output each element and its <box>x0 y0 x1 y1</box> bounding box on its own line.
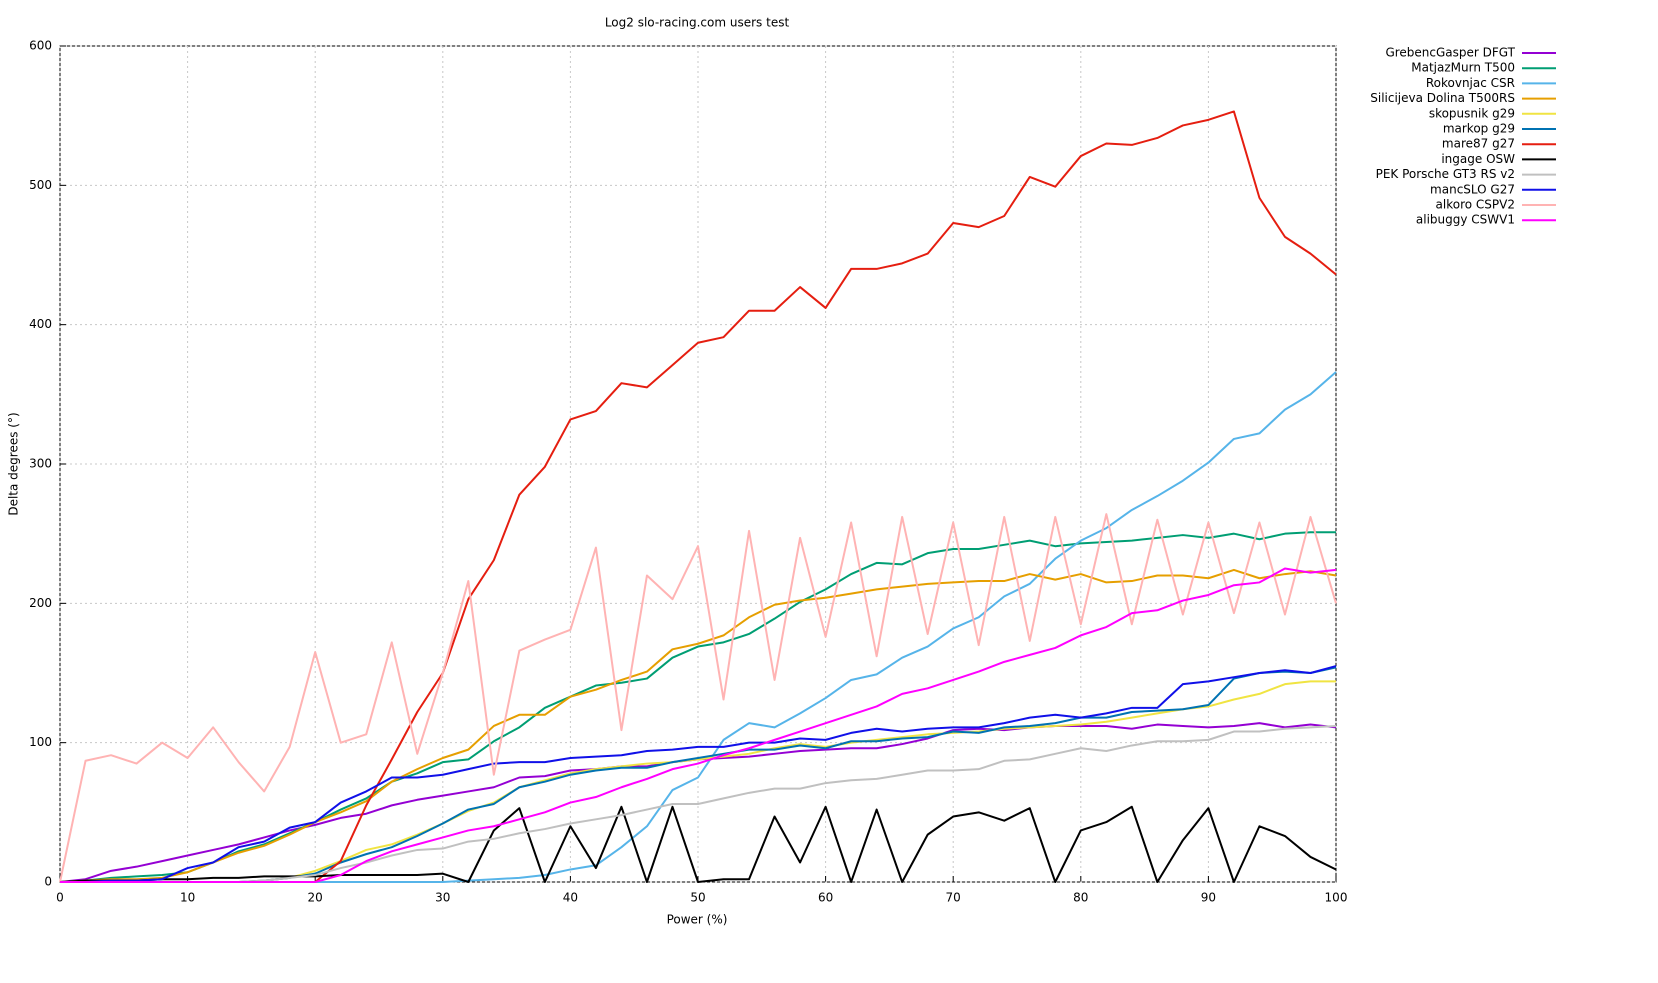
y-tick-label: 0 <box>44 875 52 889</box>
x-tick-label: 20 <box>308 891 323 905</box>
x-tick-label: 40 <box>563 891 578 905</box>
x-tick-label: 50 <box>690 891 705 905</box>
series-line <box>59 805 1337 883</box>
series-line <box>60 724 1337 883</box>
legend-label: markop g29 <box>1443 122 1515 136</box>
legend-label: alkoro CSPV2 <box>1436 198 1515 212</box>
x-axis-label: Power (%) <box>667 913 728 927</box>
x-tick-label: 60 <box>818 891 833 905</box>
x-tick-label: 80 <box>1073 891 1088 905</box>
legend-label: mancSLO G27 <box>1430 182 1515 196</box>
legend-label: PEK Porsche GT3 RS v2 <box>1376 167 1515 181</box>
series-line <box>60 567 1337 883</box>
x-tick-label: 100 <box>1325 891 1348 905</box>
series-line <box>59 568 1337 883</box>
series-line <box>59 531 1336 883</box>
legend-label: GrebencGasper DFGT <box>1385 46 1515 60</box>
y-tick-label: 200 <box>29 596 52 610</box>
series-line <box>59 513 1337 883</box>
x-tick-label: 70 <box>946 891 961 905</box>
legend-label: ingage OSW <box>1441 152 1515 166</box>
y-tick-label: 300 <box>29 457 52 471</box>
x-tick-label: 10 <box>180 891 195 905</box>
legend-label: MatjazMurn T500 <box>1411 61 1515 75</box>
legend-label: alibuggy CSWV1 <box>1416 213 1515 227</box>
series-line <box>60 665 1337 883</box>
y-tick-label: 400 <box>29 317 52 331</box>
x-tick-label: 0 <box>56 891 64 905</box>
x-tick-label: 30 <box>435 891 450 905</box>
y-tick-label: 600 <box>29 39 52 53</box>
legend-label: mare87 g27 <box>1442 137 1515 151</box>
legend-label: Silicijeva Dolina T500RS <box>1370 91 1515 105</box>
y-tick-label: 500 <box>29 178 52 192</box>
chart-title: Log2 slo-racing.com users test <box>605 16 790 30</box>
y-axis-label: Delta degrees (°) <box>7 412 21 515</box>
legend-label: Rokovnjac CSR <box>1426 76 1515 90</box>
legend-label: skopusnik g29 <box>1429 106 1515 120</box>
x-tick-label: 90 <box>1201 891 1216 905</box>
y-tick-label: 100 <box>29 735 52 749</box>
